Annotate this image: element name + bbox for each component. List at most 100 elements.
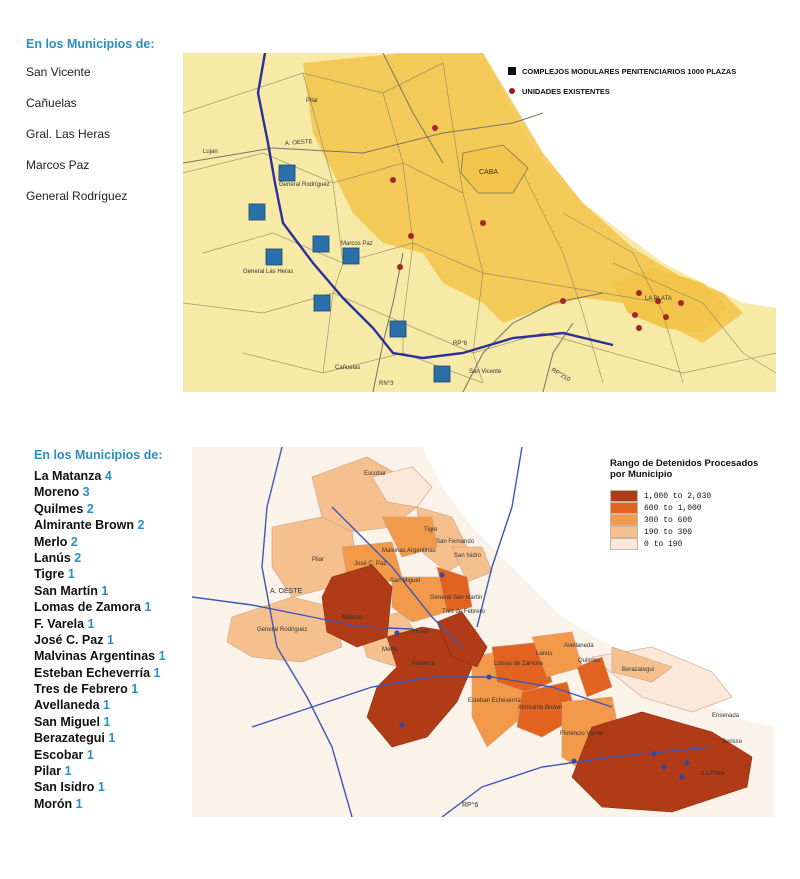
map-label-matanza: Matanza <box>412 661 436 667</box>
map-label-berisso: Berisso <box>722 739 743 745</box>
map-label-san-isidro: San Isidro <box>454 553 482 559</box>
list-item: Avellaneda 1 <box>34 697 166 713</box>
municipality-name: Malvinas Argentinas <box>34 649 156 664</box>
municipality-name: Pilar <box>34 764 62 779</box>
list-item: San Miguel 1 <box>34 714 166 730</box>
legend-range-label: 300 to 600 <box>644 515 693 525</box>
municipality-name: Lomas de Zamora <box>34 600 141 615</box>
map-label-pilar: Pilar <box>306 98 318 104</box>
municipality-name: Quilmes <box>34 501 84 516</box>
unit-count: 1 <box>103 714 111 729</box>
square-marker-icon <box>508 67 516 75</box>
unit-count: 1 <box>106 632 114 647</box>
list-item: Esteban Echeverría 1 <box>34 665 166 681</box>
unit-count: 1 <box>144 600 152 615</box>
map-label-jose-c-paz: José C. Paz <box>354 561 386 567</box>
legend-row: 190 to 300 <box>610 526 770 538</box>
list-item: José C. Paz 1 <box>34 632 166 648</box>
unit-count: 1 <box>64 764 72 779</box>
list-item: Morón 1 <box>34 796 166 812</box>
map-label-escobar: Escobar <box>364 471 386 477</box>
municipality-name: Morón <box>34 796 73 811</box>
list-item: Tigre 1 <box>34 566 166 582</box>
municipality-name: Esteban Echeverría <box>34 665 151 680</box>
municipality-name: Lanús <box>34 550 71 565</box>
unit-count: 1 <box>67 567 75 582</box>
legend-swatch <box>610 538 638 550</box>
list-item: Gral. Las Heras <box>26 127 111 141</box>
unit-count: 2 <box>74 550 82 565</box>
legend-row: 1,000 to 2,030 <box>610 490 770 502</box>
map-label-san-martin: General San Martín <box>430 595 482 601</box>
list-item: San Isidro 1 <box>34 779 166 795</box>
unit-count: 1 <box>108 731 116 746</box>
unit-count: 3 <box>82 485 90 500</box>
unit-count: 1 <box>153 665 161 680</box>
list-item: Quilmes 2 <box>34 501 166 517</box>
unit-count: 1 <box>101 583 109 598</box>
legend-row-modular: COMPLEJOS MODULARES PENITENCIARIOS 1000 … <box>508 61 736 81</box>
map-label-san-vicente: San Vicente <box>469 369 502 375</box>
map-label-avellaneda: Avellaneda <box>564 643 594 649</box>
map-label-pilar: Pilar <box>312 557 324 563</box>
map-label-berazategui: Berazategui <box>622 667 654 673</box>
legend-label: UNIDADES EXISTENTES <box>522 86 610 96</box>
map-label-a-oeste: A. OESTE <box>285 139 313 147</box>
list-item: Merlo 2 <box>34 534 166 550</box>
list-item: Tres de Febrero 1 <box>34 681 166 697</box>
bottom-heading: En los Municipios de: <box>34 448 163 462</box>
top-map: Pilar Lujan A. OESTE CABA General Rodríg… <box>183 53 776 392</box>
legend-row: 300 to 600 <box>610 514 770 526</box>
map-label-san-fernando: San Fernando <box>436 539 475 545</box>
bottom-map-legend: Rango de Detenidos Procesados por Munici… <box>610 458 770 550</box>
map-label-malvinas: Malvinas Argentinas <box>382 548 436 554</box>
top-municipality-list: San Vicente Cañuelas Gral. Las Heras Mar… <box>26 62 127 217</box>
list-item: La Matanza 4 <box>34 468 166 484</box>
map-label-lujan: Lujan <box>203 149 218 155</box>
map-label-caba: CABA <box>479 169 498 176</box>
municipality-name: San Martín <box>34 583 98 598</box>
municipality-name: Tigre <box>34 567 65 582</box>
map-label-ensenada: Ensenada <box>712 713 740 719</box>
unit-count: 2 <box>137 518 145 533</box>
legend-title: Rango de Detenidos Procesados por Munici… <box>610 458 759 480</box>
map-label-almirante: Almirante Brown <box>518 705 562 711</box>
unit-count: 1 <box>87 616 95 631</box>
municipality-name: Moreno <box>34 485 80 500</box>
map-label-quilmes: Quilmes <box>578 658 600 664</box>
map-label-la-plata: LA PLATA <box>645 296 672 302</box>
bottom-municipality-list: La Matanza 4 Moreno 3 Quilmes 2 Almirante B… <box>34 468 166 812</box>
list-item: Lomas de Zamora 1 <box>34 599 166 615</box>
map-label-canuelas: Cañuelas <box>335 365 360 371</box>
unit-count: 1 <box>75 796 83 811</box>
map-label-general-rodriguez: General Rodriguez <box>257 627 307 633</box>
unit-count: 2 <box>86 501 94 516</box>
legend-range-label: 1,000 to 2,030 <box>644 491 712 501</box>
map-label-tres-de-febrero: Tres de Febrero <box>442 609 485 615</box>
municipality-name: Merlo <box>34 534 68 549</box>
legend-row: 0 to 190 <box>610 538 770 550</box>
list-item: Moreno 3 <box>34 484 166 500</box>
list-item: Almirante Brown 2 <box>34 517 166 533</box>
top-map-legend: COMPLEJOS MODULARES PENITENCIARIOS 1000 … <box>508 61 736 101</box>
unit-count: 1 <box>103 698 110 713</box>
municipality-name: Escobar <box>34 747 84 762</box>
list-item: Cañuelas <box>26 96 77 110</box>
list-item: General Rodríguez <box>26 189 128 203</box>
list-item: Lanús 2 <box>34 550 166 566</box>
legend-swatch <box>610 490 638 502</box>
list-item: F. Varela 1 <box>34 616 166 632</box>
legend-swatch <box>610 526 638 538</box>
map-label-tigre: Tigre <box>424 527 438 533</box>
map-label-varela: Florencio Varela <box>560 731 604 737</box>
list-item: San Vicente <box>26 65 91 79</box>
legend-range-label: 600 to 1,000 <box>644 503 702 513</box>
municipality-name: Almirante Brown <box>34 518 135 533</box>
municipality-name: San Isidro <box>34 780 95 795</box>
legend-row: 600 to 1,000 <box>610 502 770 514</box>
municipality-name: José C. Paz <box>34 632 104 647</box>
map-label-marcos-paz: Marcos Paz <box>341 241 373 247</box>
map-label-esteban: Esteban Echeverría <box>468 698 521 704</box>
municipality-name: Tres de Febrero <box>34 682 128 697</box>
map-label-lomas: Lomas de Zamora <box>494 661 543 667</box>
